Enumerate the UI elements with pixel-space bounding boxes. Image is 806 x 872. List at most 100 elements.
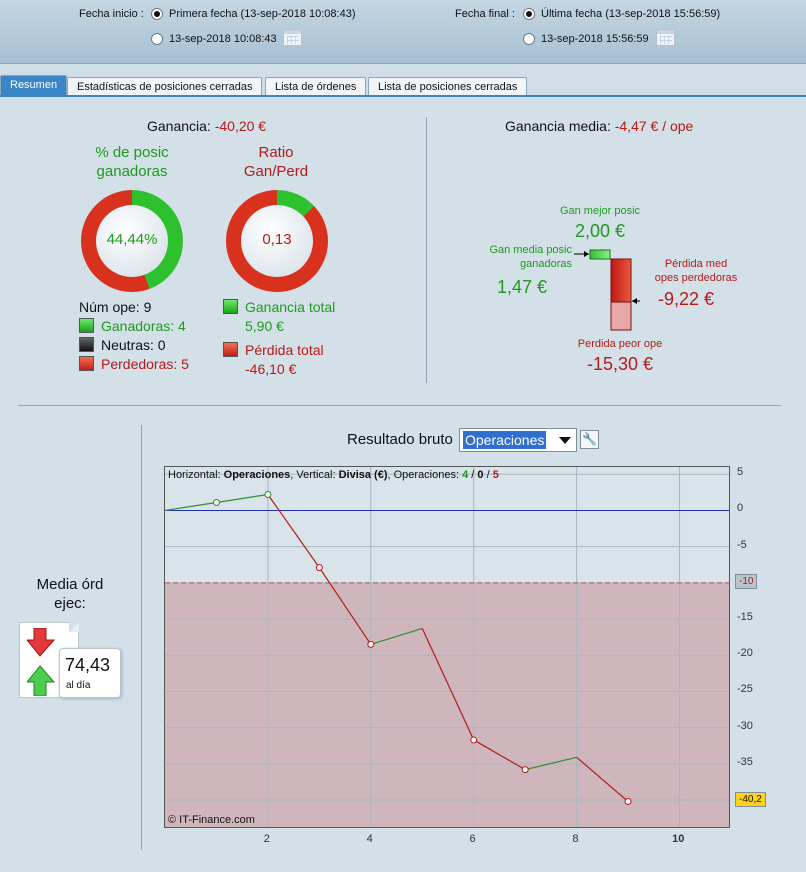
- data-point: [212, 498, 220, 506]
- y-tick-label: -30: [737, 719, 753, 732]
- best-position-label: Gan mejor posic: [559, 205, 641, 217]
- data-point: [264, 491, 272, 499]
- tab-resumen[interactable]: Resumen: [0, 75, 68, 96]
- tab-underline: [0, 95, 806, 97]
- avg-win-label-line2: ganadoras: [520, 258, 572, 270]
- avg-loss-value: -9,22 €: [657, 289, 715, 309]
- wrench-icon[interactable]: 🔧: [580, 430, 599, 449]
- tab-order-list[interactable]: Lista de órdenes: [265, 77, 367, 96]
- y-tick-label: -15: [737, 611, 753, 624]
- ratio-value: 0,13: [262, 231, 292, 248]
- end-last-date-radio[interactable]: [523, 8, 535, 20]
- worst-op-label: Perdida peor ope: [577, 338, 663, 350]
- winners-count: Ganadoras: 4: [101, 318, 186, 334]
- winners-pct-title-line2: ganadoras: [96, 163, 168, 180]
- section-divider: [426, 117, 427, 383]
- neutral-count: Neutras: 0: [101, 337, 166, 353]
- end-custom-date-value[interactable]: 13-sep-2018 15:56:59: [541, 33, 649, 45]
- orders-per-day-card: 74,43 al día: [19, 622, 121, 698]
- calendar-icon[interactable]: [656, 29, 675, 46]
- avg-loss-label-line2: opes perdedoras: [654, 272, 738, 284]
- chart-header: Horizontal: Operaciones, Vertical: Divis…: [168, 469, 499, 481]
- last-value-badge: -40,2: [735, 792, 766, 808]
- result-label: Resultado bruto: [347, 431, 453, 448]
- chart-ops-loss: 5: [492, 469, 499, 481]
- gain-value: -40,20 €: [214, 118, 267, 134]
- loss-segment: [576, 756, 629, 802]
- data-point: [521, 766, 529, 774]
- gain-segment: [370, 627, 423, 645]
- ratio-title-line1: Ratio: [258, 144, 294, 161]
- loss-segment: [318, 567, 372, 645]
- result-chart-plot: [165, 467, 729, 827]
- tab-closed-position-list[interactable]: Lista de posiciones cerradas: [368, 77, 528, 96]
- avg-gain-summary: Ganancia media: -4,47 € / ope: [505, 118, 693, 134]
- winners-pct-value: 44,44%: [106, 231, 158, 248]
- chart-ops-win: 4: [462, 469, 469, 481]
- result-chart: Horizontal: Operaciones, Vertical: Divis…: [164, 466, 730, 828]
- total-gain-color-icon: [223, 299, 238, 314]
- chart-v-label: , Vertical:: [290, 469, 339, 481]
- start-first-date-option[interactable]: Primera fecha (13-sep-2018 10:08:43): [169, 8, 356, 20]
- gain-segment: [525, 756, 577, 771]
- gain-loss-bar-indicator: [574, 249, 640, 331]
- neutral-color-icon: [79, 337, 94, 352]
- chevron-down-icon[interactable]: [556, 431, 574, 449]
- end-custom-date-radio[interactable]: [523, 33, 535, 45]
- end-last-date-option[interactable]: Última fecha (13-sep-2018 15:56:59): [541, 8, 721, 20]
- gain-segment: [216, 493, 269, 504]
- date-range-bar: Fecha inicio : Primera fecha (13-sep-201…: [0, 0, 806, 64]
- losers-color-icon: [79, 356, 94, 371]
- num-ops: Núm ope: 9: [79, 299, 152, 315]
- chart-ops-sep: /: [468, 469, 478, 481]
- calendar-icon[interactable]: [283, 29, 302, 46]
- x-tick-label: 8: [572, 833, 579, 845]
- gain-summary: Ganancia: -40,20 €: [147, 118, 266, 134]
- x-tick-label: 6: [469, 833, 476, 845]
- tab-closed-position-stats[interactable]: Estadísticas de posiciones cerradas: [67, 77, 263, 96]
- avg-gain-value: -4,47 € / ope: [614, 118, 694, 134]
- chart-copyright: © IT-Finance.com: [168, 814, 255, 826]
- loss-segment: [267, 494, 320, 568]
- gain-label: Ganancia:: [147, 118, 211, 134]
- best-position-value: 2,00 €: [574, 221, 626, 241]
- winners-pct-title-line1: % de posic: [95, 144, 169, 161]
- media-title-line2: ejec:: [54, 595, 86, 612]
- total-loss-color-icon: [223, 342, 238, 357]
- gain-segment: [165, 501, 217, 512]
- start-custom-date-radio[interactable]: [151, 33, 163, 45]
- end-date-label: Fecha final :: [455, 8, 515, 20]
- average-line-badge: -10: [735, 573, 758, 589]
- total-gain-value: 5,90 €: [245, 318, 284, 334]
- chart-ops-sep: /: [483, 469, 493, 481]
- avg-loss-label-line1: Pérdida med: [664, 258, 728, 270]
- result-mode-selected: Operaciones: [463, 431, 547, 449]
- below-average-area: [165, 582, 729, 827]
- y-tick-label: -20: [737, 647, 753, 660]
- chart-ops-neutral: 0: [477, 469, 484, 481]
- x-tick-label: 4: [366, 833, 373, 845]
- result-mode-select[interactable]: Operaciones: [459, 428, 577, 452]
- winners-color-icon: [79, 318, 94, 333]
- avg-gain-label: Ganancia media:: [505, 118, 611, 134]
- winners-pct-donut: 44,44%: [81, 190, 183, 292]
- start-first-date-radio[interactable]: [151, 8, 163, 20]
- data-point: [624, 797, 632, 805]
- y-tick-label: -5: [737, 538, 747, 551]
- worst-op-value: -15,30 €: [586, 354, 654, 374]
- avg-win-label-line1: Gan media posic: [489, 244, 572, 256]
- loss-segment: [473, 739, 526, 771]
- orders-per-day-box: 74,43 al día: [59, 648, 121, 698]
- media-title-line1: Media órd: [36, 576, 104, 593]
- chart-h-value: Operaciones: [223, 469, 291, 481]
- y-tick-label: 5: [737, 466, 744, 479]
- x-tick-label: 10: [672, 833, 685, 845]
- data-point: [367, 640, 375, 648]
- chart-h-label: Horizontal:: [168, 469, 224, 481]
- y-tick-label: -35: [737, 755, 753, 768]
- start-date-label: Fecha inicio :: [79, 8, 144, 20]
- start-custom-date-value[interactable]: 13-sep-2018 10:08:43: [169, 33, 277, 45]
- chart-v-value: Divisa (€): [338, 469, 388, 481]
- losers-count: Perdedoras: 5: [101, 356, 189, 372]
- total-gain-label: Ganancia total: [245, 299, 336, 315]
